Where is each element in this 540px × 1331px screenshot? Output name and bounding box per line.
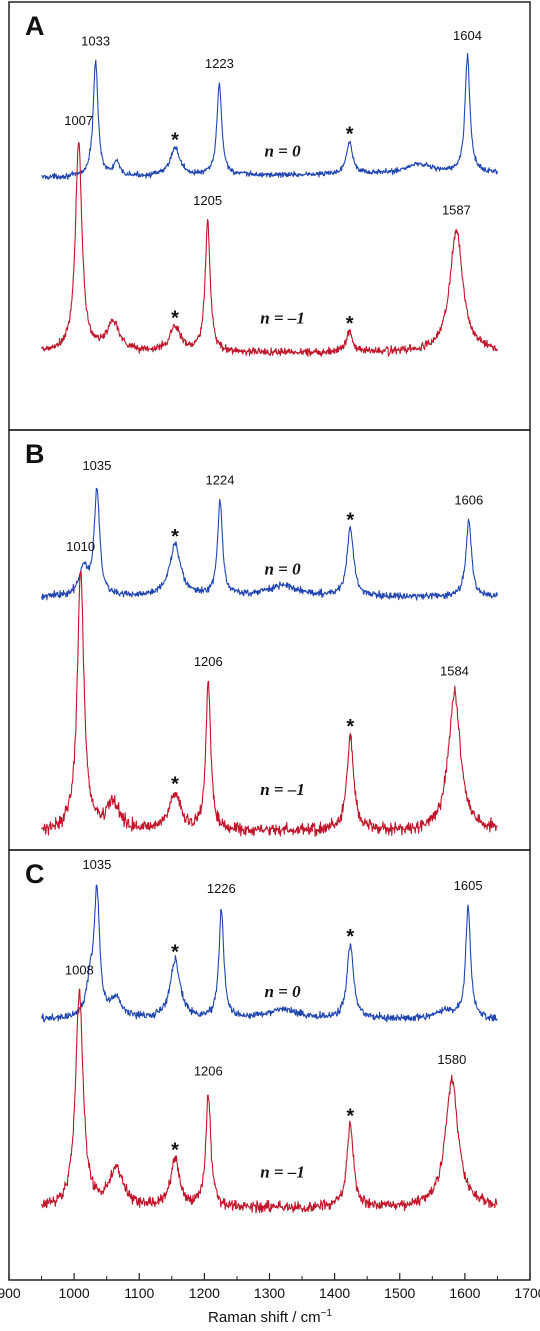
peak-label: 1224	[206, 472, 235, 487]
panel-letter: B	[25, 439, 45, 469]
series-label: n = –1	[260, 1163, 305, 1182]
peak-label: 1033	[81, 34, 110, 49]
x-tick-label: 1200	[189, 1285, 220, 1301]
artifact-marker: *	[171, 307, 179, 329]
artifact-marker: *	[346, 1105, 354, 1127]
panel-letter: A	[25, 11, 45, 41]
peak-label: 1035	[82, 857, 111, 872]
artifact-marker: *	[171, 941, 179, 963]
spectrum-line-n-minus1	[41, 141, 498, 358]
series-label: n = 0	[264, 982, 301, 1001]
x-tick-label: 1600	[449, 1285, 480, 1301]
artifact-marker: *	[346, 124, 354, 146]
peak-label: 1206	[194, 1064, 223, 1079]
peak-label: 1587	[442, 203, 471, 218]
spectrum-line-n0	[41, 487, 498, 601]
x-tick-label: 1400	[319, 1285, 350, 1301]
panel-c: C 1035 * 1226 * 1605 n = 0 1008 * 1206 * 1580 n = –1	[8, 849, 531, 1281]
spectrum-line-n-minus1	[41, 988, 498, 1214]
artifact-marker: *	[171, 1139, 179, 1161]
artifact-marker: *	[171, 526, 179, 548]
x-axis-title-text: Raman shift / cm	[208, 1309, 321, 1326]
artifact-marker: *	[171, 774, 179, 796]
series-label: n = 0	[264, 560, 301, 579]
x-tick-label: 1000	[59, 1285, 90, 1301]
x-tick-label: 1500	[384, 1285, 415, 1301]
peak-label: 1205	[193, 193, 222, 208]
peak-label: 1604	[453, 28, 482, 43]
series-label: n = 0	[264, 142, 301, 161]
x-axis-title-superscript: −1	[321, 1308, 333, 1319]
peak-label: 1605	[454, 878, 483, 893]
x-tick-label: 1100	[124, 1285, 154, 1301]
x-tick-label: 1300	[254, 1285, 285, 1301]
panel-a: A 1033 * 1223 * 1604 n = 0 1007 * 1205 * 1587 n = –1	[8, 1, 531, 431]
peak-label: 1010	[66, 539, 95, 554]
panel-b: B 1035 * 1224 * 1606 n = 0 1010 * 1206 * 1584 n = –1	[8, 429, 531, 851]
artifact-marker: *	[346, 926, 354, 948]
spectrum-line-n-minus1	[41, 570, 498, 837]
series-label: n = –1	[260, 780, 305, 799]
peak-label: 1226	[207, 881, 236, 896]
x-tick-label: 900	[0, 1285, 21, 1301]
artifact-marker: *	[346, 509, 354, 531]
peak-label: 1007	[64, 113, 93, 128]
peak-label: 1606	[454, 493, 483, 508]
peak-label: 1223	[205, 56, 234, 71]
peak-label: 1008	[65, 962, 94, 977]
artifact-marker: *	[346, 716, 354, 738]
peak-label: 1035	[82, 458, 111, 473]
spectrum-line-n0	[41, 884, 498, 1023]
x-axis-title: Raman shift / cm−1	[208, 1308, 332, 1326]
peak-label: 1584	[440, 664, 469, 679]
series-label: n = –1	[260, 308, 305, 327]
spectrum-line-n0	[41, 52, 498, 180]
artifact-marker: *	[171, 130, 179, 152]
x-tick-label: 1700	[514, 1285, 540, 1301]
peak-label: 1580	[437, 1052, 466, 1067]
peak-label: 1206	[194, 654, 223, 669]
x-axis: 900 1000 1100 1200 1300 1400 1500 1600 1700	[0, 1273, 540, 1301]
panels: A 1033 * 1223 * 1604 n = 0 1007 * 1205 * 1587 n = –1…	[8, 1, 531, 1281]
panel-letter: C	[25, 859, 45, 889]
artifact-marker: *	[346, 313, 354, 335]
